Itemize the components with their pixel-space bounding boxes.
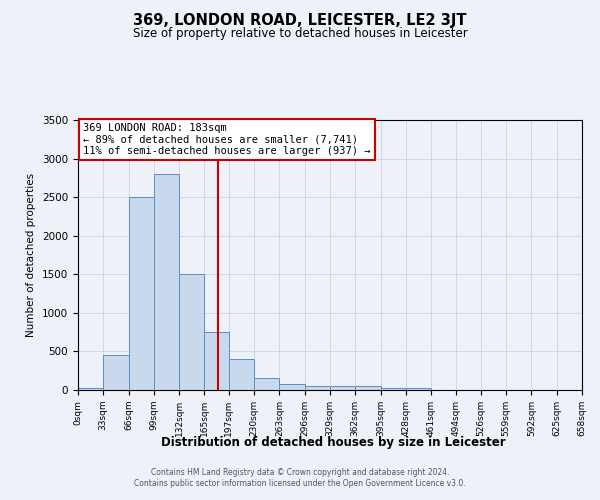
Bar — [128, 197, 154, 390]
Text: 369 LONDON ROAD: 183sqm
← 89% of detached houses are smaller (7,741)
11% of semi: 369 LONDON ROAD: 183sqm ← 89% of detache… — [83, 122, 371, 156]
Bar — [406, 388, 431, 390]
Text: Distribution of detached houses by size in Leicester: Distribution of detached houses by size … — [161, 436, 505, 449]
Bar — [78, 388, 103, 390]
Bar — [229, 359, 254, 390]
Bar — [205, 332, 229, 390]
Bar — [154, 174, 179, 390]
Text: Size of property relative to detached houses in Leicester: Size of property relative to detached ho… — [133, 28, 467, 40]
Bar — [380, 388, 406, 390]
Text: Contains public sector information licensed under the Open Government Licence v3: Contains public sector information licen… — [134, 480, 466, 488]
Bar — [179, 274, 205, 390]
Bar — [330, 386, 355, 390]
Bar — [305, 386, 330, 390]
Bar — [103, 354, 128, 390]
Bar — [254, 378, 280, 390]
Bar — [280, 384, 305, 390]
Text: Contains HM Land Registry data © Crown copyright and database right 2024.: Contains HM Land Registry data © Crown c… — [151, 468, 449, 477]
Text: 369, LONDON ROAD, LEICESTER, LE2 3JT: 369, LONDON ROAD, LEICESTER, LE2 3JT — [133, 12, 467, 28]
Bar — [355, 386, 380, 390]
Y-axis label: Number of detached properties: Number of detached properties — [26, 173, 37, 337]
